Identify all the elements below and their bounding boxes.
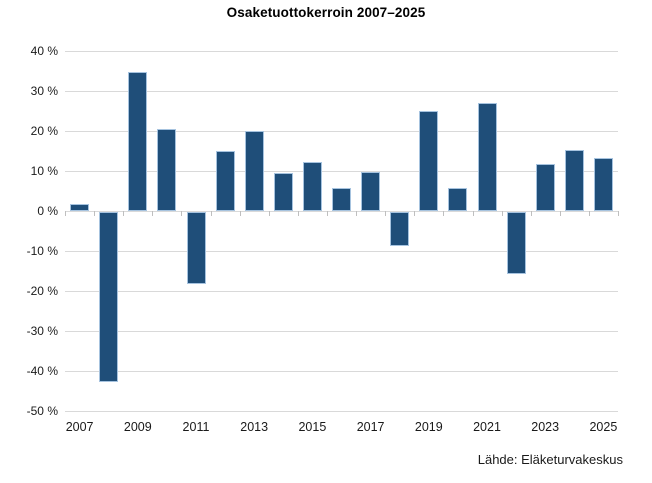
- axis-tick: [385, 211, 387, 216]
- axis-tick: [530, 211, 532, 216]
- gridline: [65, 331, 618, 332]
- bar-2025: [593, 158, 613, 211]
- axis-tick: [443, 211, 445, 216]
- axis-tick: [181, 211, 183, 216]
- bar-2023: [535, 164, 555, 211]
- y-axis-label: 20 %: [30, 124, 58, 138]
- gridline: [65, 51, 618, 52]
- bar-2008: [99, 212, 119, 382]
- x-axis-label: 2025: [589, 420, 618, 434]
- axis-tick: [618, 211, 619, 216]
- x-axis-label: 2013: [240, 420, 269, 434]
- bar-2020: [448, 188, 468, 211]
- bar-2015: [302, 162, 322, 211]
- x-axis-label: 2011: [182, 420, 210, 434]
- y-axis-label: -10 %: [26, 244, 58, 258]
- bar-2011: [186, 212, 206, 284]
- y-axis-label: -40 %: [26, 364, 58, 378]
- axis-tick: [152, 211, 154, 216]
- axis-tick: [356, 211, 358, 216]
- y-axis-label: 0 %: [37, 204, 58, 218]
- y-axis-label: 40 %: [30, 44, 58, 58]
- gridline: [65, 251, 618, 252]
- axis-tick: [501, 211, 503, 216]
- bar-2022: [506, 212, 526, 274]
- axis-tick: [588, 211, 590, 216]
- axis-tick: [94, 211, 96, 216]
- axis-tick: [414, 211, 416, 216]
- x-axis-label: 2009: [123, 420, 152, 434]
- axis-tick: [65, 211, 66, 216]
- bar-2013: [244, 131, 264, 211]
- gridline: [65, 211, 618, 212]
- source-caption: Lähde: Eläketurvakeskus: [477, 452, 623, 467]
- axis-tick: [239, 211, 241, 216]
- axis-tick: [472, 211, 474, 216]
- axis-tick: [559, 211, 561, 216]
- chart-title: Osaketuottokerroin 2007–2025: [226, 5, 426, 20]
- x-axis-label: 2007: [65, 420, 94, 434]
- x-axis-label: 2021: [473, 420, 501, 434]
- bar-2016: [332, 188, 351, 211]
- gridline: [65, 171, 618, 172]
- bar-2014: [273, 173, 293, 211]
- y-axis-label: 10 %: [30, 164, 58, 178]
- y-axis-label: 30 %: [30, 84, 58, 98]
- bar-2024: [564, 150, 584, 211]
- axis-tick: [268, 211, 270, 216]
- gridline: [65, 411, 618, 412]
- y-axis-label: -50 %: [26, 404, 58, 418]
- x-axis-label: 2015: [298, 420, 327, 434]
- x-axis-label: 2023: [531, 420, 560, 434]
- axis-tick: [297, 211, 299, 216]
- gridline: [65, 91, 618, 92]
- gridline: [65, 131, 618, 132]
- axis-tick: [210, 211, 212, 216]
- bar-2010: [157, 129, 177, 211]
- bar-2012: [215, 151, 235, 211]
- y-axis-label: -30 %: [26, 324, 58, 338]
- bar-2019: [419, 111, 439, 211]
- bar-2017: [361, 172, 381, 211]
- x-axis-label: 2019: [414, 420, 443, 434]
- gridline: [65, 371, 618, 372]
- bar-2021: [477, 103, 497, 211]
- axis-tick: [123, 211, 125, 216]
- gridline: [65, 291, 618, 292]
- y-axis-label: -20 %: [26, 284, 58, 298]
- axis-tick: [326, 211, 328, 216]
- bar-2007: [70, 204, 90, 211]
- bar-2018: [390, 212, 410, 246]
- bar-2009: [128, 72, 148, 211]
- x-axis-label: 2017: [356, 420, 385, 434]
